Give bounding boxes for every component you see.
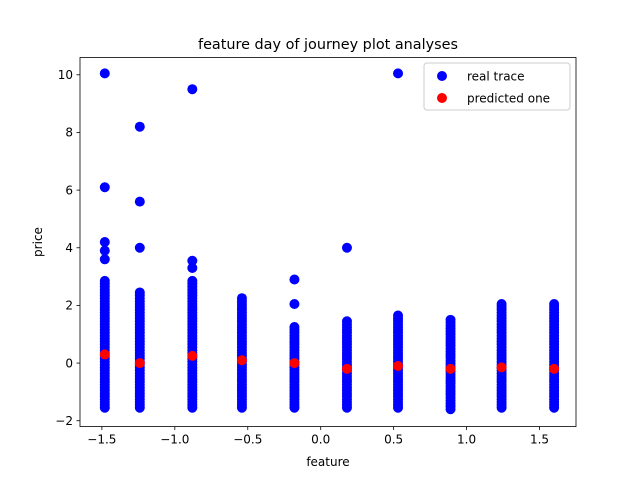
chart-title: feature day of journey plot analyses [198,37,458,53]
y-axis-label: price [31,227,45,257]
real-trace-point [187,84,198,95]
legend-label-real-trace: real trace [467,70,525,84]
real-trace-point [134,196,145,207]
real-trace-point [99,245,110,256]
real-trace-point [289,274,300,285]
predicted-point [549,363,560,374]
real-trace-point [134,121,145,132]
predicted-point [289,358,300,369]
x-axis-label: feature [306,455,349,469]
x-axis-ticks: −1.5 −1.0 −0.5 0.0 0.5 1.0 1.5 [87,426,549,447]
x-tick-label: −1.0 [160,433,189,447]
real-trace-point [289,322,300,333]
predicted-points [99,349,560,374]
legend-marker-real-trace [437,71,447,81]
predicted-point [134,358,145,369]
legend-box [423,62,571,111]
y-tick-label: 2 [65,299,73,313]
y-tick-label: 8 [65,126,73,140]
predicted-point [187,350,198,361]
predicted-point [99,349,110,360]
real-trace-point [549,298,560,309]
real-trace-point [393,68,404,79]
real-trace-point [99,68,110,79]
real-trace-point [445,314,456,325]
y-tick-label: 4 [65,241,73,255]
predicted-point [341,363,352,374]
real-trace-point [341,316,352,327]
x-tick-label: 0.0 [311,433,330,447]
real-trace-points [99,68,560,415]
x-tick-label: 0.5 [384,433,403,447]
real-trace-point [496,298,507,309]
plot-frame [79,57,577,427]
x-tick-label: −0.5 [233,433,262,447]
real-trace-point [236,293,247,304]
x-tick-label: 1.0 [457,433,476,447]
legend: real trace predicted one [423,62,571,111]
real-trace-point [187,275,198,286]
x-tick-label: −1.5 [87,433,116,447]
y-tick-label: −2 [55,414,73,428]
real-trace-point [341,242,352,253]
real-trace-point [393,310,404,321]
x-tick-label: 1.5 [530,433,549,447]
real-trace-point [289,298,300,309]
y-tick-label: 0 [65,356,73,370]
predicted-point [496,362,507,373]
y-tick-label: 10 [58,68,73,82]
y-tick-label: 6 [65,183,73,197]
legend-marker-predicted-one [437,93,447,103]
real-trace-point [99,182,110,193]
real-trace-point [187,262,198,273]
predicted-point [445,363,456,374]
real-trace-point [134,242,145,253]
y-axis-ticks: −2 0 2 4 6 8 10 [55,68,80,428]
real-trace-point [187,255,198,266]
predicted-point [236,355,247,366]
legend-label-predicted-one: predicted one [467,92,550,106]
real-trace-point [134,287,145,298]
real-trace-point [99,237,110,247]
real-trace-point [99,254,110,265]
predicted-point [393,360,404,371]
real-trace-point [99,275,110,286]
